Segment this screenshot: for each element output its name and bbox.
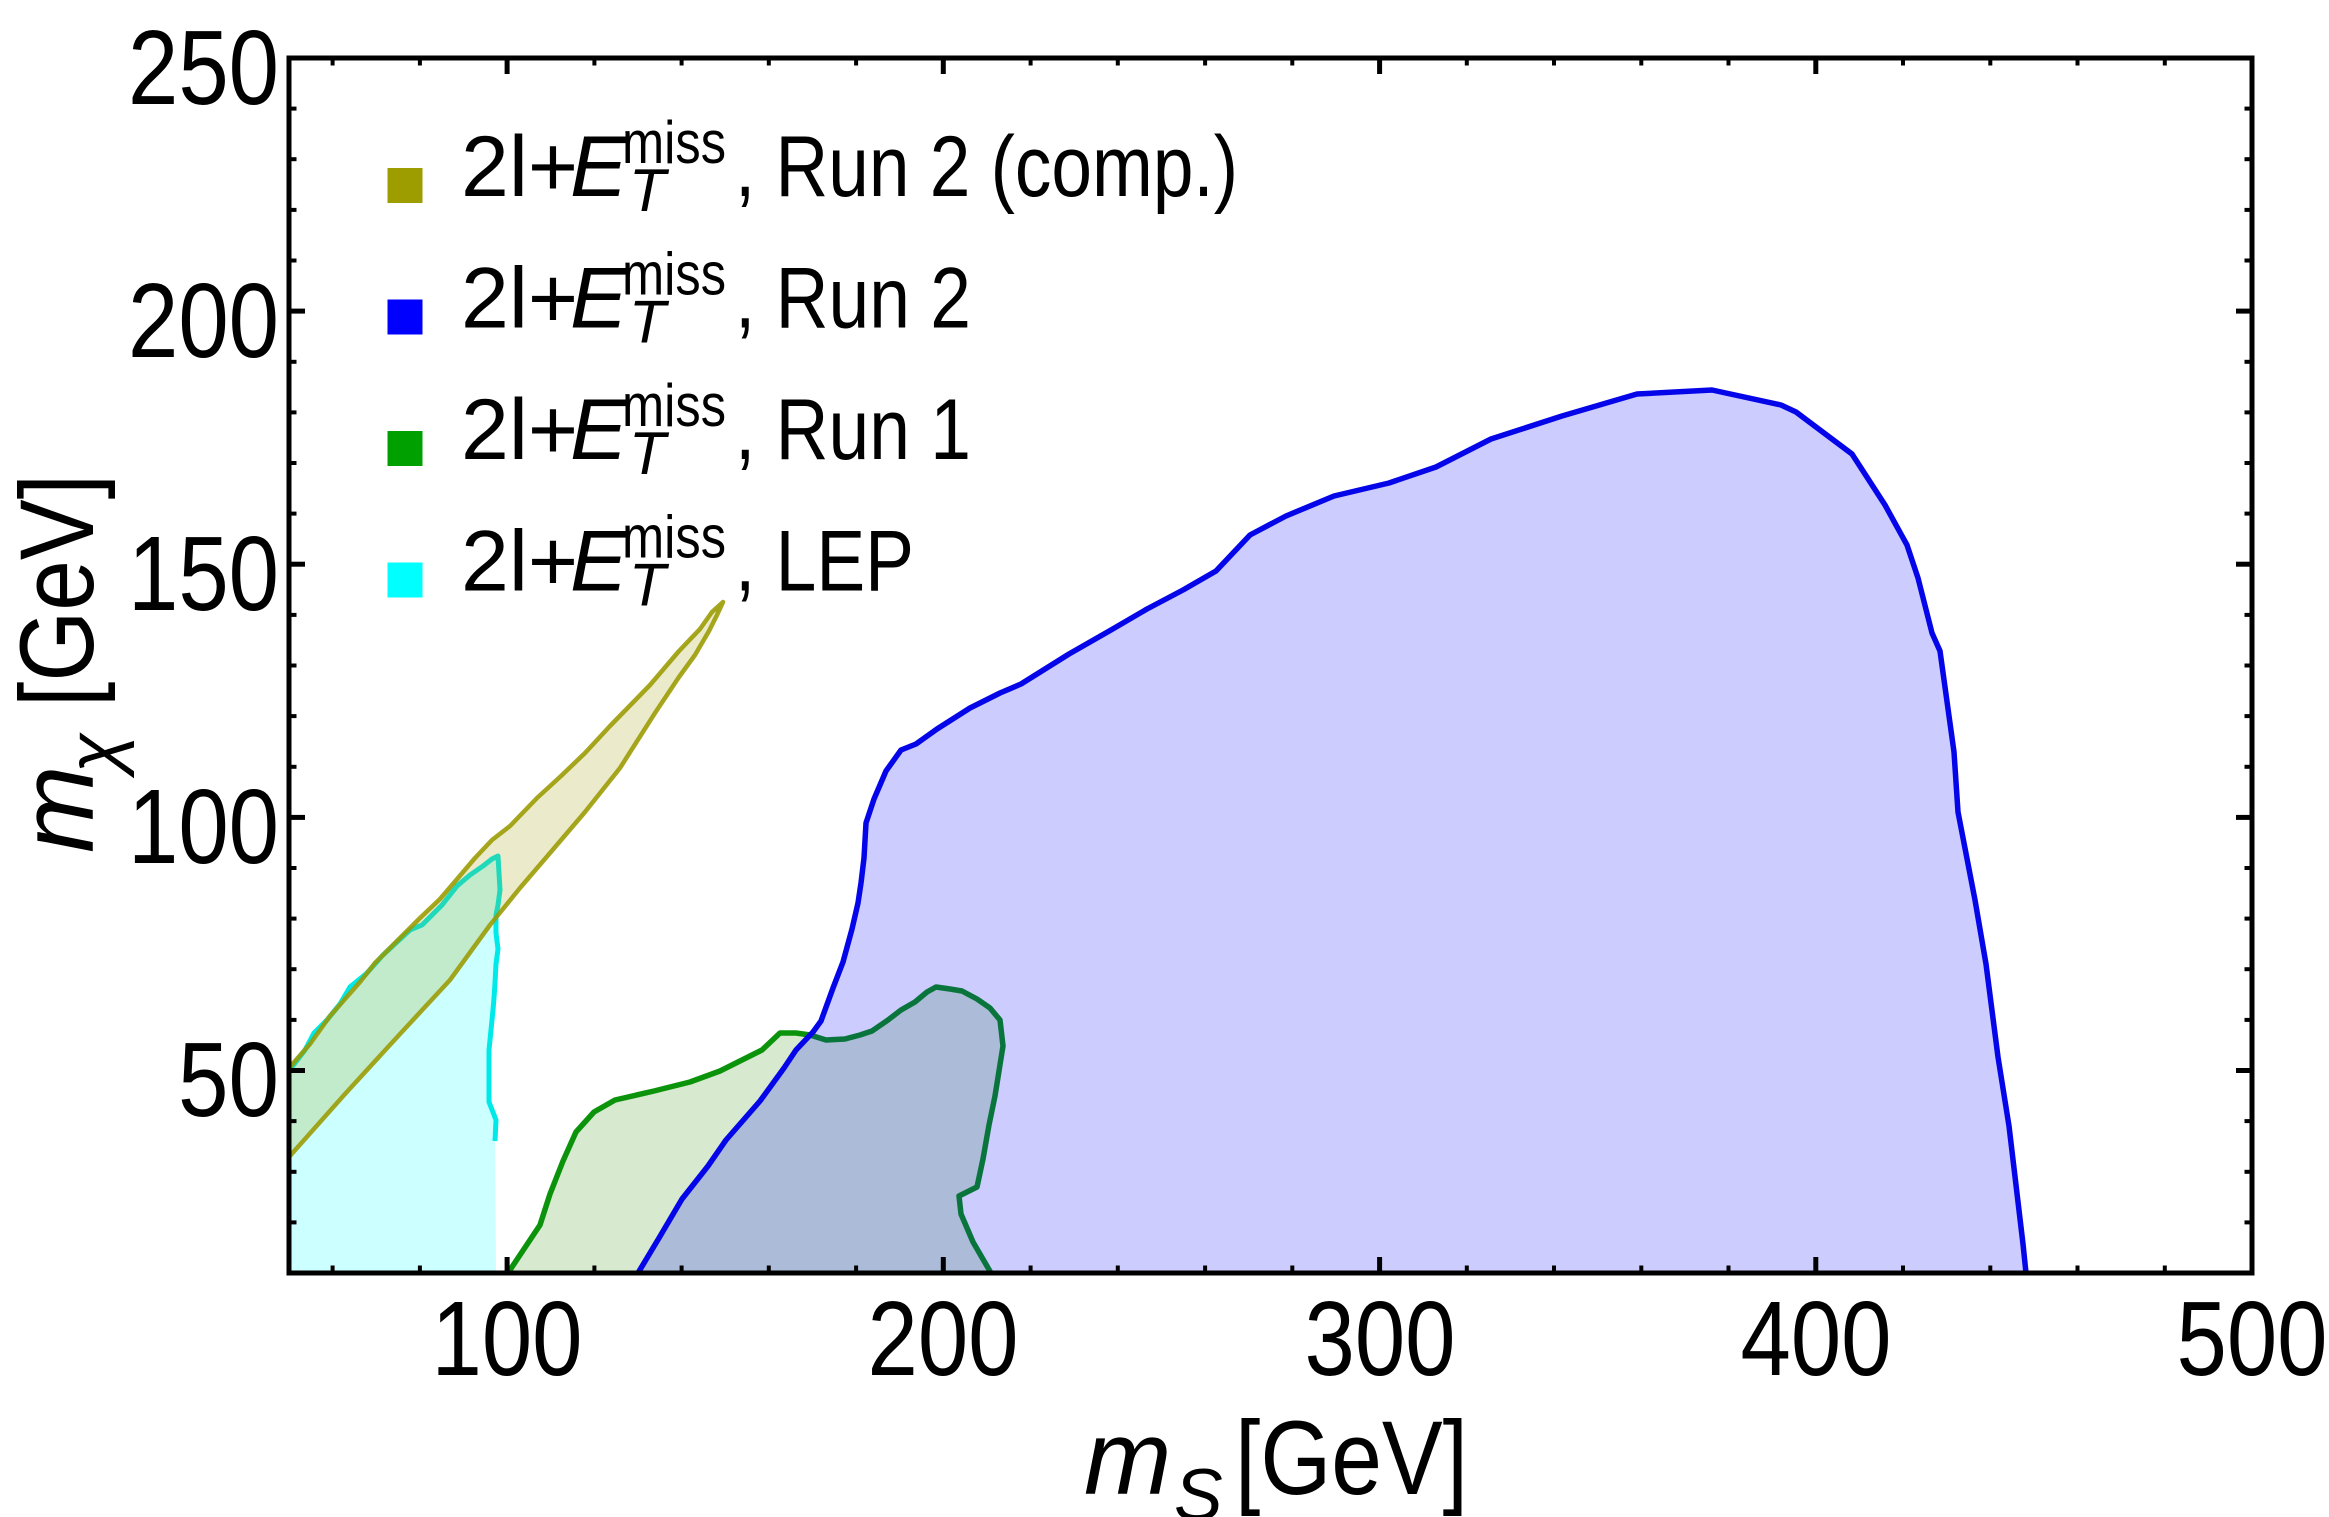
svg-text:100: 100	[128, 768, 279, 886]
svg-text:2l+: 2l+	[461, 514, 578, 610]
svg-text:500: 500	[2177, 1280, 2328, 1398]
svg-text:T: T	[629, 157, 670, 224]
svg-text:E: E	[570, 382, 629, 478]
svg-text:, Run 2: , Run 2	[735, 251, 971, 347]
svg-text:200: 200	[868, 1280, 1019, 1398]
svg-text:miss: miss	[622, 241, 726, 308]
svg-text:S: S	[1174, 1455, 1223, 1517]
svg-text:E: E	[570, 514, 629, 610]
svg-text:250: 250	[128, 9, 279, 127]
svg-text:150: 150	[128, 515, 279, 633]
svg-text:, Run 1: , Run 1	[735, 382, 971, 478]
svg-text:, LEP: , LEP	[735, 514, 914, 610]
svg-text:[GeV]: [GeV]	[0, 474, 116, 707]
svg-text:miss: miss	[622, 504, 726, 571]
svg-text:T: T	[629, 420, 670, 487]
svg-text:100: 100	[432, 1280, 583, 1398]
svg-text:m: m	[1084, 1400, 1171, 1517]
svg-text:, Run 2 (comp.): , Run 2 (comp.)	[735, 119, 1238, 215]
svg-text:400: 400	[1741, 1280, 1892, 1398]
svg-text:300: 300	[1305, 1280, 1456, 1398]
svg-text:2l+: 2l+	[461, 119, 578, 215]
svg-text:200: 200	[128, 262, 279, 380]
svg-text:2l+: 2l+	[461, 251, 578, 347]
svg-text:χ: χ	[54, 732, 135, 779]
svg-text:miss: miss	[622, 372, 726, 439]
svg-text:m: m	[0, 766, 116, 853]
svg-text:T: T	[629, 552, 670, 619]
svg-text:E: E	[570, 251, 629, 347]
svg-text:T: T	[629, 289, 670, 356]
svg-text:2l+: 2l+	[461, 382, 578, 478]
svg-text:miss: miss	[622, 109, 726, 176]
svg-text:[GeV]: [GeV]	[1235, 1400, 1468, 1517]
svg-text:E: E	[570, 119, 629, 215]
svg-text:50: 50	[178, 1021, 279, 1139]
